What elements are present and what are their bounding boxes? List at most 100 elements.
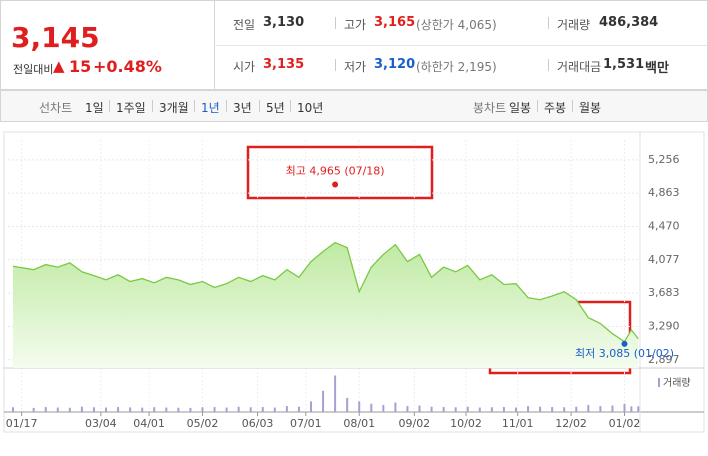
- x-tick-label: 09/02: [398, 417, 430, 430]
- divider: [194, 100, 195, 112]
- change-rate: +0.48%: [93, 57, 162, 76]
- cell-value: 486,384: [599, 15, 659, 30]
- legend-swatch: [658, 378, 660, 387]
- volume-bar: [225, 407, 228, 412]
- cell-label: 고가: [344, 18, 367, 32]
- line: [12, 241, 639, 343]
- volume-bar: [177, 407, 180, 412]
- change-sign: ▲: [53, 57, 65, 75]
- cell-value: 3,165: [374, 15, 416, 30]
- volume-bar: [56, 407, 59, 412]
- cell-label: 전일: [233, 18, 256, 32]
- cell-note: (상한가 4,065): [416, 18, 497, 32]
- volume-bar: [630, 406, 633, 412]
- y-tick-label: 2,897: [648, 353, 680, 366]
- divider: [572, 100, 573, 112]
- x-tick-label: 12/02: [555, 417, 587, 430]
- volume-bar: [623, 403, 626, 412]
- y-tick-label: 5,256: [648, 153, 680, 166]
- volume-bar: [201, 407, 204, 412]
- volume-bar: [44, 407, 47, 412]
- volume-bar: [297, 406, 300, 412]
- period-button[interactable]: 3개월: [159, 101, 189, 115]
- period-button[interactable]: 1년: [201, 101, 220, 115]
- volume-bar: [92, 407, 95, 412]
- volume-bar: [551, 407, 554, 412]
- divider: [548, 59, 549, 71]
- x-tick-label: 03/04: [85, 417, 117, 430]
- period-button[interactable]: 10년: [297, 101, 324, 115]
- volume-bar: [32, 407, 35, 412]
- volume-bar: [261, 407, 264, 412]
- annotation-label: 최저 3,085 (01/02): [575, 347, 674, 360]
- cell-value: 3,135: [263, 57, 305, 72]
- volume-bar: [153, 407, 156, 412]
- divider: [214, 45, 707, 46]
- divider: [109, 100, 110, 112]
- divider: [335, 17, 336, 29]
- volume-bar: [490, 407, 493, 412]
- volume-bar: [466, 406, 469, 412]
- volume-bar: [418, 405, 421, 412]
- period-button[interactable]: 3년: [233, 101, 252, 115]
- annotation-dot: [621, 340, 628, 347]
- x-tick-label: 10/02: [450, 417, 482, 430]
- annotation-dot: [332, 181, 339, 188]
- cell-label: 시가: [233, 60, 256, 74]
- x-tick-label: 05/02: [187, 417, 219, 430]
- period-button[interactable]: 1주일: [116, 101, 146, 115]
- cell-value: 1,531: [603, 57, 645, 72]
- period-button[interactable]: 1일: [85, 101, 104, 115]
- cell-label: 거래대금: [557, 60, 602, 74]
- volume-bar: [575, 406, 578, 412]
- volume-bar: [454, 407, 457, 412]
- x-tick-label: 06/03: [242, 417, 274, 430]
- change: 15: [69, 57, 92, 76]
- divider: [226, 100, 227, 112]
- volume-bar: [637, 406, 640, 412]
- toolbar-label: 봉차트: [473, 101, 507, 115]
- volume-bar: [105, 407, 108, 412]
- x-tick-label: 01/02: [609, 417, 641, 430]
- cell-label: 거래량: [557, 18, 591, 32]
- volume-bar: [249, 407, 252, 412]
- volume-bar: [394, 402, 397, 412]
- y-tick-label: 3,683: [648, 286, 680, 299]
- volume-bar: [382, 404, 385, 412]
- volume-bar: [442, 407, 445, 412]
- volume-bar: [478, 407, 481, 412]
- volume-bar: [12, 407, 14, 412]
- area: [13, 242, 639, 368]
- volume-bar: [237, 406, 240, 412]
- volume-bar: [346, 397, 349, 412]
- candle-button[interactable]: 일봉: [509, 101, 532, 115]
- volume-bar: [273, 407, 276, 412]
- x-tick-label: 11/01: [502, 417, 534, 430]
- x-tick-label: 08/01: [343, 417, 375, 430]
- x-tick-label: 07/01: [290, 417, 322, 430]
- chart: 5,256 4,863 4,470 4,077 3,683 3,290 2,897 01/17…: [3, 131, 705, 433]
- y-tick-label: 4,470: [648, 219, 680, 232]
- highlight-box: [246, 145, 434, 200]
- volume-bar: [599, 406, 602, 412]
- volume-bar: [189, 407, 192, 412]
- volume-bar: [502, 407, 505, 412]
- cell-note: (하한가 2,195): [416, 60, 497, 74]
- candle-button[interactable]: 월봉: [579, 101, 602, 115]
- period-button[interactable]: 5년: [266, 101, 285, 115]
- volume-bar: [165, 407, 168, 412]
- volume-bar: [406, 406, 409, 412]
- volume-bar: [213, 407, 216, 412]
- volume-bar: [141, 407, 144, 412]
- toolbar: 선차트 1일 1주일 3개월 1년 3년 5년 10년 봉차트 일봉 주봉 월봉: [0, 90, 708, 122]
- legend-label: 거래량: [663, 377, 691, 389]
- divider: [335, 59, 336, 71]
- cell-value: 3,130: [263, 15, 305, 30]
- volume-bar: [611, 405, 614, 412]
- price: 3,145: [11, 21, 100, 54]
- volume-bar: [563, 407, 566, 412]
- candle-button[interactable]: 주봉: [544, 101, 567, 115]
- volume-bar: [117, 407, 120, 412]
- divider: [152, 100, 153, 112]
